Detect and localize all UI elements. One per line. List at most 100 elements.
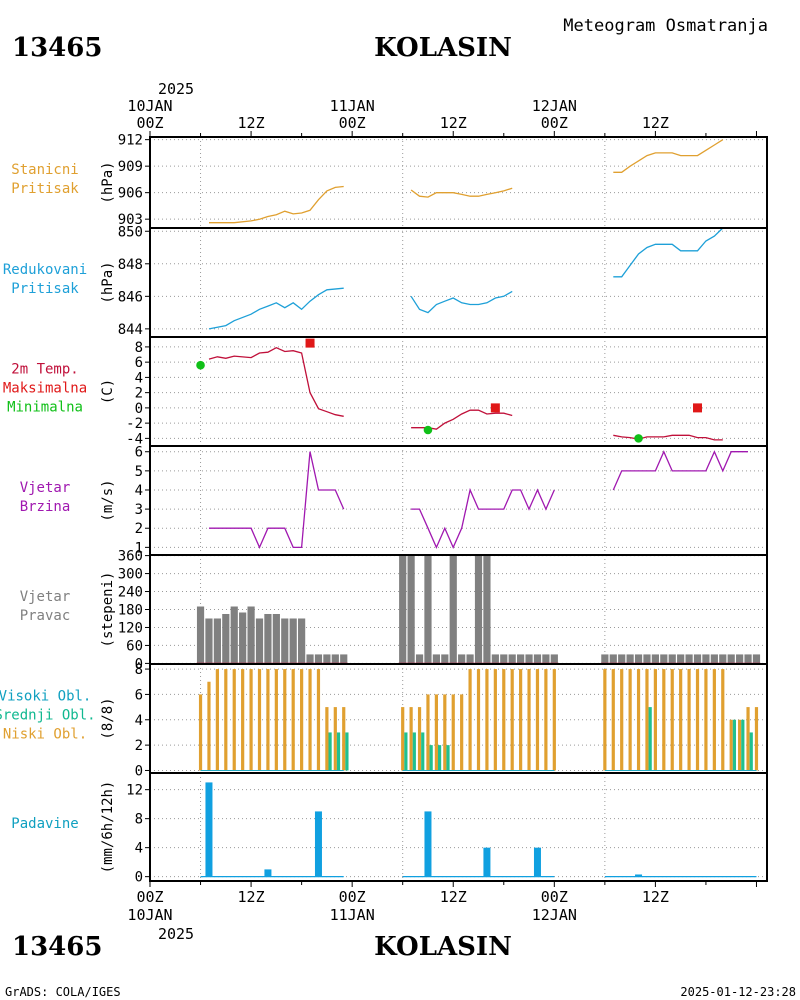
- panel-frame: [149, 336, 768, 447]
- direction-bar: [525, 654, 533, 664]
- low-cloud-bar: [704, 669, 708, 771]
- top-day-label: 10JAN: [127, 97, 172, 115]
- low-cloud-bar: [645, 669, 649, 771]
- y-tick-label: 4: [135, 483, 143, 499]
- low-cloud-bar: [443, 694, 447, 771]
- y-tick-label: 6: [135, 445, 143, 461]
- low-cloud-bar: [300, 669, 304, 771]
- low-cloud-bar: [552, 669, 556, 771]
- low-cloud-bar: [662, 669, 666, 771]
- y-tick-label: 120: [118, 620, 143, 636]
- top-hour-label: 00Z: [541, 114, 568, 132]
- low-cloud-bar: [485, 669, 489, 771]
- direction-bar: [264, 613, 272, 664]
- precip-bar: [205, 782, 213, 877]
- low-cloud-bar: [316, 669, 321, 771]
- direction-bar: [458, 654, 466, 664]
- top-hour-label: 00Z: [339, 114, 366, 132]
- y-axis-unit-label: (mm/6h/12h): [100, 781, 116, 874]
- y-tick-label: 8: [135, 340, 143, 356]
- direction-bar: [474, 555, 483, 664]
- low-cloud-bar: [695, 669, 700, 771]
- y-tick-label: 2: [135, 386, 143, 402]
- low-cloud-bar: [266, 669, 270, 771]
- top-hour-label: 12Z: [642, 114, 669, 132]
- y-tick-label: 848: [118, 257, 143, 273]
- panel-label: Minimalna: [7, 400, 83, 416]
- direction-bar: [239, 612, 247, 664]
- mid-cloud-bar: [421, 732, 425, 771]
- low-cloud-bar: [401, 707, 405, 771]
- direction-bar: [289, 618, 297, 664]
- low-cloud-bar: [527, 669, 531, 771]
- top-year-label: 2025: [158, 80, 194, 98]
- top-hour-label: 12Z: [440, 114, 467, 132]
- y-axis-unit-label: (stepeni): [100, 572, 116, 648]
- max-temp-marker: [693, 403, 703, 413]
- direction-bar: [727, 654, 735, 664]
- direction-bar: [407, 555, 415, 664]
- series-line: [410, 290, 513, 314]
- panel-label: Pritisak: [11, 281, 79, 297]
- mid-cloud-bar: [732, 719, 737, 771]
- y-tick-label: -2: [126, 416, 143, 432]
- direction-bar: [719, 654, 727, 664]
- footer-timestamp: 2025-01-12-23:28: [680, 985, 796, 999]
- y-tick-label: 844: [118, 322, 143, 338]
- series-line: [613, 434, 723, 441]
- low-cloud-bar: [291, 669, 295, 771]
- min-temp-marker: [634, 434, 643, 443]
- low-cloud-bar: [232, 669, 236, 771]
- low-cloud-bar: [729, 719, 733, 771]
- bottom-day-label: 11JAN: [330, 906, 375, 924]
- panel-frame: [149, 136, 768, 229]
- bottom-hour-label: 00Z: [136, 888, 163, 906]
- y-tick-label: -4: [126, 431, 143, 447]
- direction-bar: [542, 654, 550, 664]
- low-cloud-bar: [426, 694, 430, 771]
- direction-bar: [643, 654, 651, 664]
- y-tick-label: 912: [118, 133, 143, 149]
- mid-cloud-bar: [328, 732, 332, 771]
- low-cloud-bar: [510, 669, 514, 771]
- panel-label: Srednji Obl.: [0, 708, 96, 724]
- direction-bar: [230, 606, 238, 664]
- panel-frame: [149, 772, 768, 882]
- low-cloud-bar: [417, 707, 422, 771]
- direction-bar: [736, 654, 744, 664]
- panel-label: Padavine: [11, 816, 78, 832]
- direction-bar: [744, 654, 752, 664]
- low-cloud-bar: [544, 669, 548, 771]
- bottom-hour-label: 12Z: [642, 888, 669, 906]
- station-id-bottom: 13465: [12, 932, 102, 962]
- bottom-day-label: 12JAN: [532, 906, 577, 924]
- precip-bar: [424, 811, 432, 877]
- low-cloud-bar: [198, 694, 203, 771]
- mid-cloud-bar: [404, 732, 408, 771]
- y-tick-label: 850: [118, 224, 143, 240]
- panel-label: Pritisak: [11, 181, 79, 197]
- max-temp-marker: [490, 403, 500, 413]
- series-line: [209, 185, 344, 224]
- direction-bar: [323, 654, 331, 664]
- low-cloud-bar: [653, 669, 657, 771]
- direction-bar: [298, 618, 306, 664]
- direction-bar: [685, 654, 693, 664]
- direction-bar: [466, 654, 474, 664]
- series-line: [411, 487, 555, 550]
- series-line: [208, 346, 344, 417]
- panel-label: Vjetar: [20, 589, 71, 605]
- low-cloud-bar: [476, 669, 481, 771]
- min-temp-marker: [423, 425, 433, 435]
- direction-bar: [432, 654, 440, 664]
- y-axis-unit-label: (hPa): [100, 261, 116, 303]
- mid-cloud-bar: [336, 732, 341, 771]
- low-cloud-bar: [636, 669, 641, 771]
- y-tick-label: 300: [118, 567, 143, 583]
- precip-bar: [635, 874, 643, 877]
- direction-bar: [483, 555, 491, 664]
- low-cloud-bar: [274, 669, 278, 771]
- direction-bar: [702, 654, 710, 664]
